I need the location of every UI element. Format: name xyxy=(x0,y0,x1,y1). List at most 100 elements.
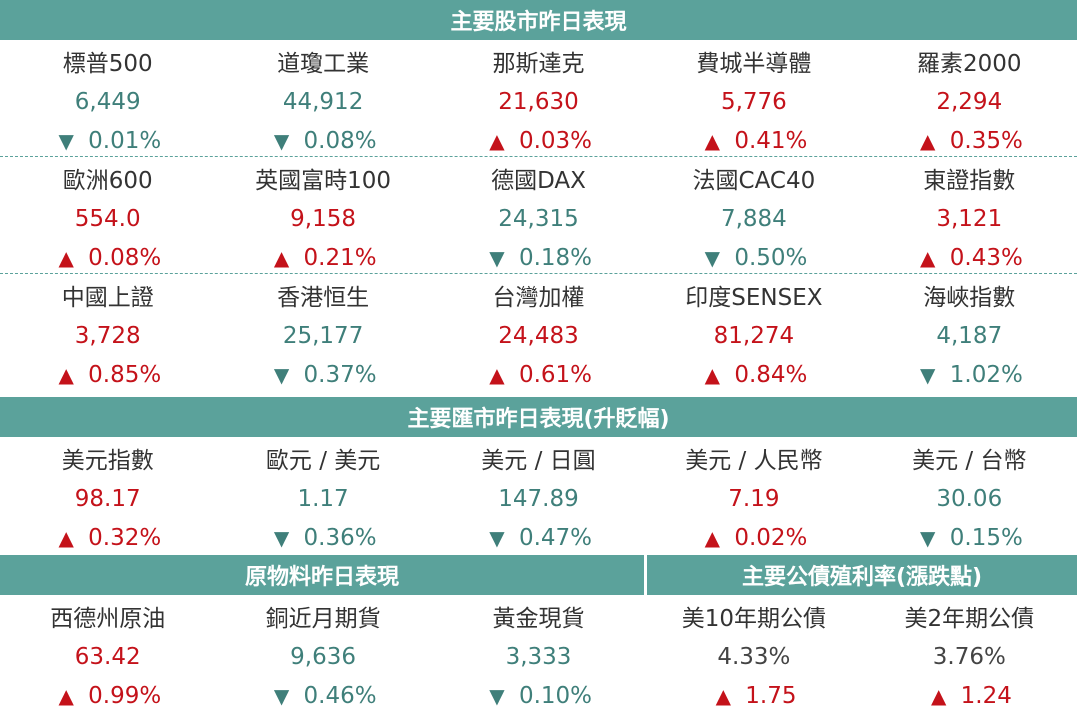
market-change-value: 1.75 xyxy=(745,683,797,709)
market-value: 3,121 xyxy=(936,206,1003,232)
market-cell: 美元 / 日圓 147.89 ▼ 0.47% xyxy=(431,437,646,558)
market-cell: 羅素2000 2,294 ▲ 0.35% xyxy=(862,40,1077,161)
market-name: 美元 / 日圓 xyxy=(481,448,596,474)
triangle-down-icon: ▼ xyxy=(273,684,290,708)
market-change-value: 0.46% xyxy=(303,683,377,709)
market-name: 台灣加權 xyxy=(492,285,585,311)
market-change-value: 0.36% xyxy=(303,525,377,551)
market-value: 25,177 xyxy=(282,323,364,349)
market-name: 海峽指數 xyxy=(923,285,1016,311)
market-value: 3,728 xyxy=(74,323,141,349)
market-change-value: 0.84% xyxy=(734,362,808,388)
market-cell: 費城半導體 5,776 ▲ 0.41% xyxy=(646,40,861,161)
market-value: 7.19 xyxy=(728,486,780,512)
market-name: 德國DAX xyxy=(491,168,586,194)
market-name: 中國上證 xyxy=(61,285,154,311)
market-name: 標普500 xyxy=(62,51,153,77)
triangle-down-icon: ▼ xyxy=(489,246,505,270)
market-change: ▼ 1.02% xyxy=(916,356,1023,395)
triangle-up-icon: ▲ xyxy=(58,684,74,708)
market-name: 美2年期公債 xyxy=(904,606,1035,632)
market-value: 24,315 xyxy=(498,206,579,232)
market-change-value: 0.61% xyxy=(518,362,593,388)
market-cell: 東證指數 3,121 ▲ 0.43% xyxy=(862,157,1077,278)
market-change: ▲ 0.61% xyxy=(485,356,592,395)
market-name: 歐元 / 美元 xyxy=(265,448,381,474)
market-change-value: 0.01% xyxy=(88,128,162,154)
market-name: 法國CAC40 xyxy=(692,168,816,194)
market-change: ▲ 0.99% xyxy=(54,677,161,716)
stocks-row-1: 標普500 6,449 ▼ 0.01% 道瓊工業 44,912 ▼ 0.08% 那斯達克 21,6… xyxy=(0,40,1077,157)
triangle-up-icon: ▲ xyxy=(715,684,731,708)
market-name: 黃金現貨 xyxy=(492,606,585,632)
market-change: ▲ 0.43% xyxy=(916,239,1023,278)
market-cell: 印度SENSEX 81,274 ▲ 0.84% xyxy=(646,274,861,395)
market-change: ▼ 0.36% xyxy=(270,519,377,558)
market-value: 24,483 xyxy=(498,323,579,349)
market-change-value: 0.08% xyxy=(88,245,162,271)
triangle-down-icon: ▼ xyxy=(489,526,505,550)
market-change: ▲ 1.24 xyxy=(927,677,1012,716)
triangle-down-icon: ▼ xyxy=(273,526,290,550)
market-cell: 歐洲600 554.0 ▲ 0.08% xyxy=(0,157,215,278)
bonds-header: 主要公債殖利率(漲跌點) xyxy=(647,555,1077,595)
triangle-up-icon: ▲ xyxy=(489,363,505,387)
fx-header: 主要匯市昨日表現(升貶幅) xyxy=(0,397,1077,437)
market-value: 4.33% xyxy=(717,644,791,670)
commodities-header: 原物料昨日表現 xyxy=(0,555,644,595)
market-value: 4,187 xyxy=(936,323,1003,349)
market-value: 98.17 xyxy=(74,486,141,512)
triangle-down-icon: ▼ xyxy=(273,129,290,153)
market-change: ▼ 0.37% xyxy=(270,356,377,395)
triangle-up-icon: ▲ xyxy=(930,684,947,708)
triangle-down-icon: ▼ xyxy=(920,526,936,550)
market-change-value: 0.43% xyxy=(949,245,1023,271)
market-change-value: 0.10% xyxy=(518,683,593,709)
market-value: 554.0 xyxy=(74,206,141,232)
market-cell: 德國DAX 24,315 ▼ 0.18% xyxy=(431,157,646,278)
market-change-value: 0.21% xyxy=(303,245,377,271)
market-value: 2,294 xyxy=(936,89,1003,115)
market-change: ▼ 0.10% xyxy=(485,677,592,716)
market-name: 英國富時100 xyxy=(255,168,392,194)
market-change-value: 0.08% xyxy=(303,128,377,154)
market-change: ▲ 0.21% xyxy=(270,239,377,278)
triangle-up-icon: ▲ xyxy=(704,526,721,550)
triangle-down-icon: ▼ xyxy=(58,129,74,153)
market-change-value: 1.02% xyxy=(949,362,1023,388)
market-name: 銅近月期貨 xyxy=(265,606,381,632)
triangle-up-icon: ▲ xyxy=(58,363,74,387)
market-cell: 道瓊工業 44,912 ▼ 0.08% xyxy=(215,40,430,161)
stocks-title: 主要股市昨日表現 xyxy=(450,10,627,35)
triangle-up-icon: ▲ xyxy=(920,129,936,153)
market-change: ▼ 0.15% xyxy=(916,519,1023,558)
market-change-value: 0.02% xyxy=(734,525,808,551)
market-name: 東證指數 xyxy=(923,168,1016,194)
triangle-up-icon: ▲ xyxy=(58,246,74,270)
market-value: 9,158 xyxy=(290,206,357,232)
market-change: ▲ 0.35% xyxy=(916,122,1023,161)
market-cell: 西德州原油 63.42 ▲ 0.99% xyxy=(0,595,215,718)
market-value: 44,912 xyxy=(282,89,364,115)
market-change-value: 0.18% xyxy=(518,245,593,271)
stocks-header: 主要股市昨日表現 xyxy=(0,0,1077,40)
triangle-up-icon: ▲ xyxy=(489,129,505,153)
market-name: 道瓊工業 xyxy=(277,51,370,77)
market-cell: 黃金現貨 3,333 ▼ 0.10% xyxy=(431,595,646,718)
market-value: 147.89 xyxy=(498,486,579,512)
market-value: 9,636 xyxy=(290,644,357,670)
triangle-up-icon: ▲ xyxy=(704,129,721,153)
commodity-bond-row: 西德州原油 63.42 ▲ 0.99% 銅近月期貨 9,636 ▼ 0.46% 黃金現貨 3,33… xyxy=(0,595,1077,718)
triangle-down-icon: ▼ xyxy=(273,363,290,387)
market-change: ▲ 0.32% xyxy=(54,519,161,558)
market-change-value: 0.15% xyxy=(949,525,1023,551)
market-value: 63.42 xyxy=(74,644,141,670)
market-change-value: 0.35% xyxy=(949,128,1023,154)
market-cell: 海峽指數 4,187 ▼ 1.02% xyxy=(862,274,1077,395)
market-change: ▲ 0.03% xyxy=(485,122,592,161)
market-value: 3.76% xyxy=(932,644,1006,670)
market-change-value: 1.24 xyxy=(960,683,1012,709)
market-cell: 中國上證 3,728 ▲ 0.85% xyxy=(0,274,215,395)
market-change: ▲ 0.41% xyxy=(700,122,808,161)
triangle-up-icon: ▲ xyxy=(704,363,721,387)
